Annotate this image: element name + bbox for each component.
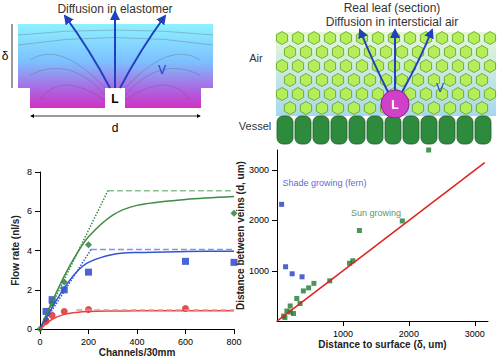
svg-text:L: L: [391, 98, 398, 112]
svg-text:V: V: [158, 63, 166, 77]
svg-text:Distance between veins (d, um): Distance between veins (d, um): [235, 161, 246, 310]
svg-text:Diffusion in intersticial air: Diffusion in intersticial air: [326, 15, 459, 29]
svg-text:8: 8: [27, 167, 32, 177]
svg-text:600: 600: [178, 337, 193, 347]
svg-text:Diffusion in elastomer: Diffusion in elastomer: [57, 2, 172, 16]
svg-text:Vessel: Vessel: [239, 120, 271, 132]
svg-text:d: d: [112, 121, 119, 135]
svg-text:4: 4: [27, 246, 32, 256]
svg-text:Flow rate (nl/s): Flow rate (nl/s): [10, 215, 21, 286]
svg-text:δ: δ: [2, 49, 9, 63]
svg-text:Channels/30mm: Channels/30mm: [99, 347, 176, 358]
svg-text:Shade growing (fern): Shade growing (fern): [282, 178, 366, 188]
svg-text:2000: 2000: [399, 329, 419, 339]
svg-text:L: L: [111, 92, 118, 106]
svg-text:V: V: [436, 81, 444, 95]
svg-text:0: 0: [27, 324, 32, 334]
svg-text:2: 2: [27, 285, 32, 295]
svg-text:200: 200: [81, 337, 96, 347]
svg-text:3000: 3000: [249, 165, 269, 175]
svg-text:800: 800: [226, 337, 241, 347]
svg-text:400: 400: [129, 337, 144, 347]
svg-text:1000: 1000: [333, 329, 353, 339]
svg-text:Sun growing: Sun growing: [351, 208, 401, 218]
svg-text:1000: 1000: [249, 266, 269, 276]
svg-text:0: 0: [37, 337, 42, 347]
svg-text:6: 6: [27, 206, 32, 216]
svg-text:Real leaf (section): Real leaf (section): [344, 1, 441, 15]
svg-text:3000: 3000: [465, 329, 485, 339]
svg-text:Air: Air: [249, 52, 263, 64]
svg-text:2000: 2000: [249, 215, 269, 225]
svg-text:Distance to surface (δ, um): Distance to surface (δ, um): [318, 339, 446, 350]
